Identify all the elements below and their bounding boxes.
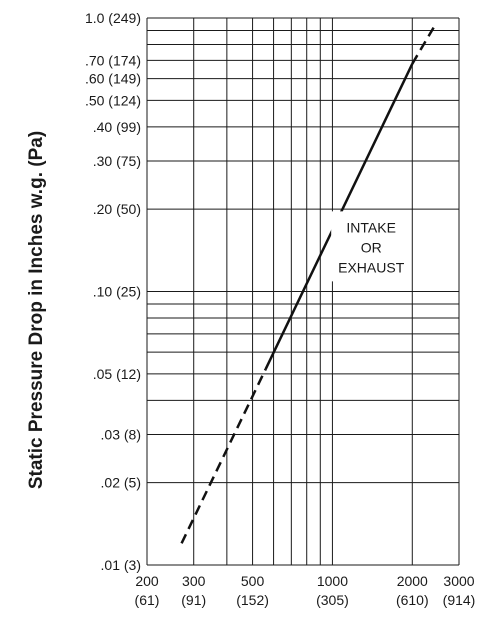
y-axis-label: Static Pressure Drop in Inches w.g. (Pa) [26,131,47,489]
y-tick-label: .20 (50) [93,201,141,217]
y-tick-label: .60 (149) [85,71,141,87]
x-tick-sublabel: (152) [236,592,269,608]
x-tick-label: 500 [241,573,265,589]
series-annotation-line: EXHAUST [338,259,405,275]
y-tick-label: .70 (174) [85,52,141,68]
chart-tick-labels: 1.0 (249) .70 (174) .60 (149) .50 (124) .40 … [85,10,475,608]
x-tick-sublabel: (305) [316,592,349,608]
chart-series [180,23,437,544]
x-tick-label: 200 [135,573,159,589]
y-tick-label: .03 (8) [101,427,141,443]
series-annotation-line: INTAKE [346,219,396,235]
x-tick-label: 2000 [397,573,428,589]
x-tick-sublabel: (91) [181,592,206,608]
x-tick-sublabel: (610) [396,592,429,608]
y-tick-label: .05 (12) [93,366,141,382]
chart-annotations: INTAKE OR EXHAUST [331,211,412,282]
x-tick-label: 300 [182,573,206,589]
y-tick-label: .40 (99) [93,119,141,135]
y-tick-label: .50 (124) [85,92,141,108]
y-tick-label: 1.0 (249) [85,10,141,26]
annotation-background [331,211,412,282]
chart-grid [146,17,460,566]
x-tick-label: 1000 [317,573,348,589]
series-dashed-segment [180,368,267,544]
y-tick-label: .30 (75) [93,153,141,169]
y-tick-label: .01 (3) [101,557,141,573]
x-tick-sublabel: (914) [443,592,476,608]
series-annotation-line: OR [361,239,382,255]
y-tick-label: .10 (25) [93,284,141,300]
series-dashed-segment [411,23,437,65]
x-tick-label: 3000 [443,573,474,589]
y-tick-label: .02 (5) [101,475,141,491]
x-tick-sublabel: (61) [135,592,160,608]
